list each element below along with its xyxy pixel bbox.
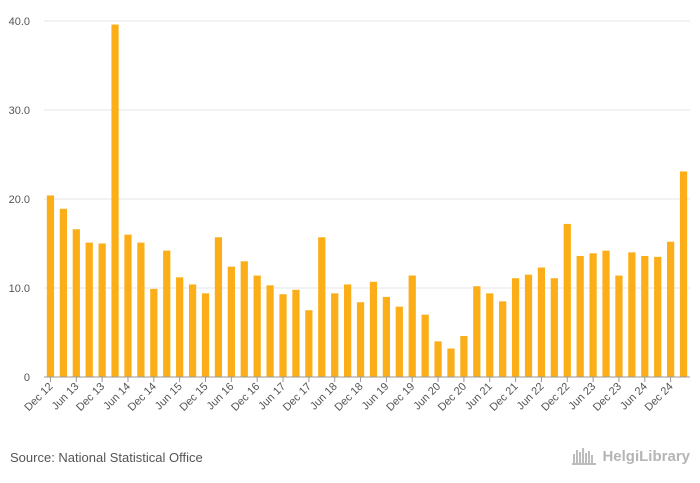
bar-jun-21[interactable]: [486, 293, 494, 377]
bar-sep-19[interactable]: [395, 306, 403, 377]
bar-jun-22[interactable]: [537, 267, 546, 377]
x-tick-label: Dec 16: [229, 381, 262, 414]
bar-jun-18[interactable]: [331, 293, 339, 377]
bar-jun-24[interactable]: [641, 255, 649, 377]
x-tick-label: Dec 22: [539, 381, 572, 414]
bar-sep-16[interactable]: [240, 261, 248, 377]
bar-dec-15[interactable]: [201, 293, 210, 377]
bar-dec-19[interactable]: [408, 275, 416, 377]
bar-dec-16[interactable]: [253, 275, 261, 377]
bar-dec-20[interactable]: [460, 336, 468, 377]
x-tick-label: Dec 21: [488, 381, 521, 414]
y-tick-label: 40.0: [9, 16, 30, 28]
brand-name: HelgiLibrary: [602, 447, 690, 465]
x-tick-label: Dec 23: [591, 381, 624, 414]
bar-dec-13[interactable]: [98, 243, 106, 378]
bar-dec-17[interactable]: [305, 310, 313, 377]
bar-dec-22[interactable]: [563, 223, 571, 377]
bar-sep-17[interactable]: [292, 289, 300, 377]
helgi-library-logo[interactable]: HelgiLibrary: [572, 447, 690, 465]
bar-mar-18[interactable]: [318, 237, 326, 377]
y-tick-label: 20.0: [9, 194, 30, 206]
x-tick-label: Dec 12: [22, 381, 55, 414]
x-tick-label: Dec 15: [177, 381, 210, 414]
bar-dec-21[interactable]: [511, 278, 520, 377]
bar-jun-16[interactable]: [227, 266, 235, 377]
y-tick-label: 0: [24, 372, 30, 384]
bookshelf-logo-icon: [572, 448, 597, 465]
x-tick-label: Dec 18: [333, 381, 366, 414]
bar-mar-25[interactable]: [679, 171, 688, 377]
x-tick-label: Dec 19: [384, 381, 417, 414]
bar-dec-14[interactable]: [150, 288, 158, 377]
bar-mar-13[interactable]: [59, 208, 67, 377]
bar-mar-24[interactable]: [628, 252, 636, 377]
bar-jun-19[interactable]: [382, 296, 390, 377]
x-tick-label: Dec 14: [126, 381, 159, 414]
bars: [46, 24, 688, 378]
bar-jun-15[interactable]: [176, 277, 184, 377]
bar-sep-15[interactable]: [188, 284, 197, 377]
bar-mar-17[interactable]: [266, 285, 274, 377]
x-tick-label: Dec 13: [74, 381, 107, 414]
bar-sep-18[interactable]: [344, 284, 352, 377]
bar-mar-20[interactable]: [421, 314, 429, 377]
x-tick-label: Dec 20: [436, 381, 469, 414]
bar-sep-14[interactable]: [137, 242, 145, 377]
y-axis-ticks: 0 10.0 20.0 30.0 40.0: [9, 16, 30, 384]
bar-sep-23[interactable]: [602, 250, 610, 377]
bar-mar-19[interactable]: [369, 281, 378, 377]
bar-jun-13[interactable]: [72, 229, 80, 377]
bar-dec-18[interactable]: [356, 302, 365, 377]
bar-sep-21[interactable]: [499, 301, 507, 377]
bar-jun-23[interactable]: [589, 253, 597, 377]
bar-mar-22[interactable]: [524, 274, 533, 377]
bar-sep-20[interactable]: [447, 348, 455, 377]
bar-sep-13[interactable]: [85, 242, 93, 377]
bar-jun-17[interactable]: [279, 294, 287, 377]
y-tick-label: 30.0: [9, 105, 30, 117]
bar-mar-16[interactable]: [214, 237, 223, 377]
bar-dec-23[interactable]: [615, 275, 623, 377]
bar-mar-15[interactable]: [163, 250, 171, 377]
bar-jun-20[interactable]: [434, 341, 442, 377]
x-tick-label: Dec 24: [643, 381, 676, 414]
bar-dec-24[interactable]: [667, 241, 675, 377]
y-tick-label: 10.0: [9, 283, 30, 295]
x-tick-label: Dec 17: [281, 381, 314, 414]
bar-sep-22[interactable]: [550, 278, 558, 377]
bar-jun-14[interactable]: [124, 234, 132, 377]
bar-mar-23[interactable]: [576, 255, 584, 377]
bar-mar-21[interactable]: [473, 286, 481, 377]
bar-mar-14[interactable]: [111, 24, 119, 378]
bar-dec-12[interactable]: [46, 195, 55, 377]
source-note: Source: National Statistical Office: [10, 450, 203, 465]
bar-sep-24[interactable]: [654, 256, 662, 377]
